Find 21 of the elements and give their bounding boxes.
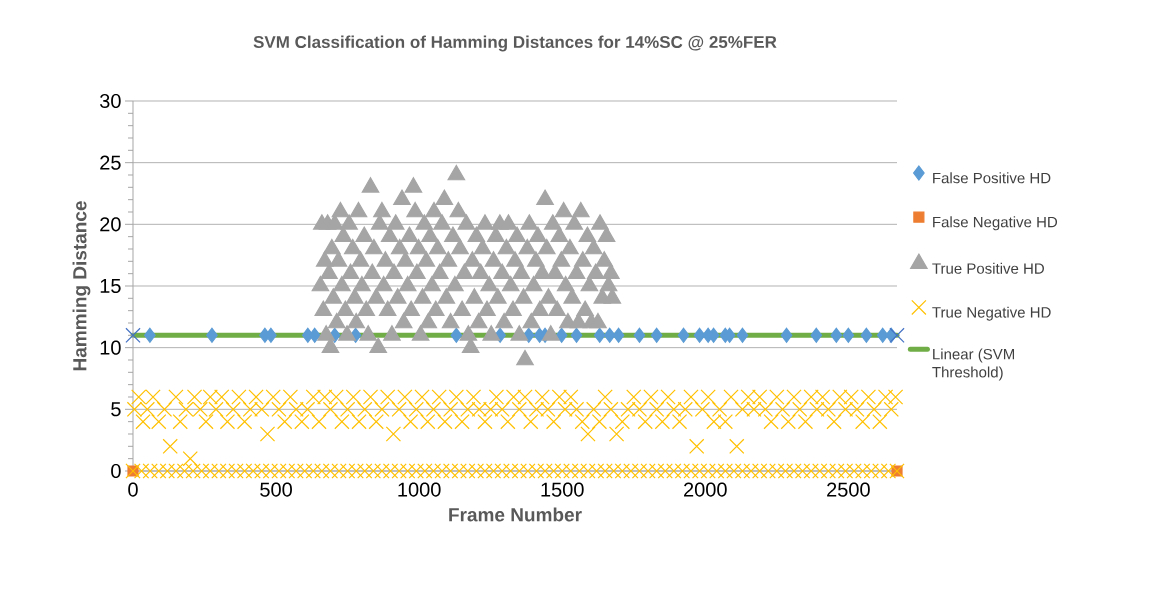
y-tick-label: 10	[100, 340, 121, 355]
y-tick-label: 25	[100, 155, 121, 170]
x-tick-label: 2000	[684, 482, 727, 497]
y-axis-title: Hamming Distance	[72, 201, 91, 371]
legend-label: False Positive HD	[933, 172, 1051, 184]
y-tick-label: 20	[100, 217, 121, 232]
x-tick-label: 500	[260, 482, 292, 497]
x-axis-title: Frame Number	[449, 507, 582, 522]
y-tick-label: 0	[111, 463, 121, 479]
chart-title: SVM Classification of Hamming Distances for 14%SC @ 25%FER	[253, 35, 777, 52]
legend-label: False Negative HD	[933, 216, 1058, 231]
x-tick-label: 1000	[398, 482, 441, 497]
y-tick-label: 30	[100, 93, 121, 109]
y-tick-label: 15	[100, 279, 121, 293]
x-tick-label: 1500	[541, 482, 584, 497]
legend-label: True Positive HD	[932, 262, 1044, 274]
x-tick-label: 2500	[827, 482, 870, 497]
x-tick-label: 0	[128, 482, 138, 497]
legend-label: Linear (SVM Threshold)	[932, 348, 1015, 381]
y-tick-label: 5	[111, 402, 121, 417]
legend-label: True Negative HD	[932, 306, 1051, 321]
